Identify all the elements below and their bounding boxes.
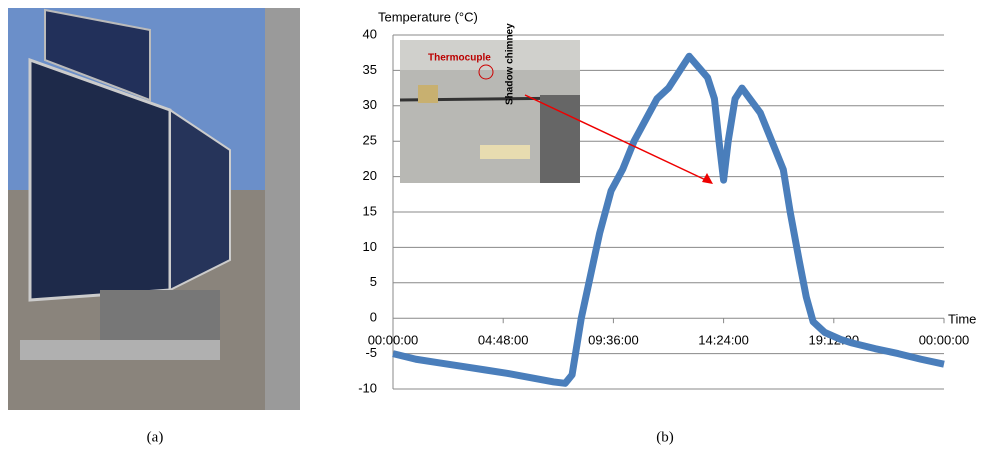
y-tick-label: 5 — [370, 274, 377, 289]
annotation: Shadow chimney — [505, 23, 516, 105]
y-tick-label: 25 — [363, 133, 377, 148]
y-tick-label: -5 — [365, 345, 377, 360]
annotation: Thermocuple — [428, 53, 491, 64]
data-line — [392, 52, 945, 387]
y-tick-label: -10 — [358, 380, 377, 395]
x-tick-label: 09:36:00 — [588, 333, 639, 348]
y-tick-label: 0 — [370, 310, 377, 325]
caption: (b) — [656, 429, 674, 445]
y-tick-label: 10 — [363, 239, 377, 254]
y-axis-label: Temperature (°C) — [378, 9, 478, 24]
x-axis-label: Time — [948, 311, 976, 326]
y-tick-label: 15 — [363, 203, 377, 218]
caption: (a) — [147, 429, 164, 445]
y-tick-label: 20 — [363, 168, 377, 183]
photo-a — [8, 8, 300, 410]
x-tick-label: 00:00:00 — [368, 333, 419, 348]
inset-photo: Thermocuple Shadow chimney — [399, 23, 713, 184]
x-tick-label: 00:00:00 — [919, 333, 970, 348]
y-tick-label: 30 — [363, 97, 377, 112]
x-tick-label: 04:48:00 — [478, 333, 529, 348]
y-tick-label: 35 — [363, 62, 377, 77]
x-tick-label: 14:24:00 — [698, 333, 749, 348]
y-tick-label: 40 — [363, 26, 377, 41]
